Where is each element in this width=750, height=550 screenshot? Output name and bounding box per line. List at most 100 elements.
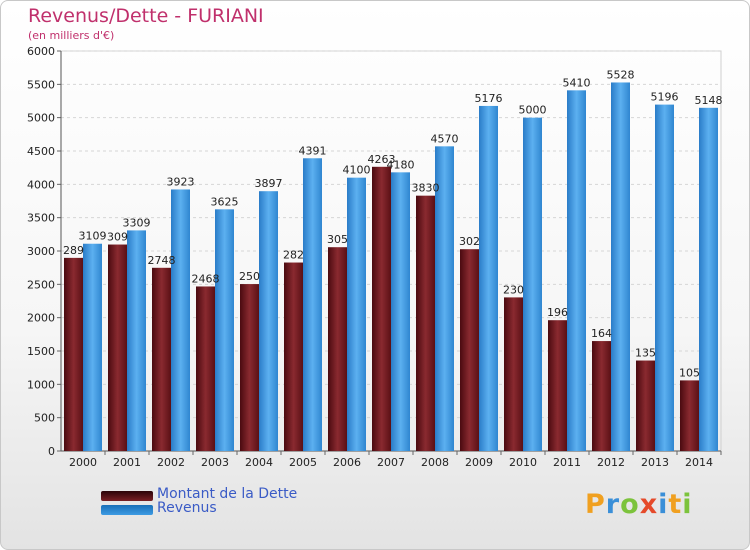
bar-dette <box>240 284 259 451</box>
x-tick-label: 2009 <box>465 456 493 469</box>
x-tick-label: 2006 <box>333 456 361 469</box>
x-tick-label: 2007 <box>377 456 405 469</box>
y-tick-label: 4000 <box>27 178 55 191</box>
proxiti-logo: Proxiti <box>585 489 693 520</box>
x-tick-label: 2004 <box>245 456 273 469</box>
x-tick-label: 2012 <box>597 456 625 469</box>
data-label-revenus: 5176 <box>475 92 503 105</box>
bar-revenus <box>567 90 586 451</box>
data-label-revenus: 3625 <box>211 195 239 208</box>
logo-letter: i <box>658 489 669 520</box>
x-tick-label: 2008 <box>421 456 449 469</box>
x-tick-label: 2011 <box>553 456 581 469</box>
bar-revenus <box>171 189 190 451</box>
data-label-revenus: 5410 <box>563 76 591 89</box>
bar-dette <box>372 166 391 452</box>
data-label-revenus: 3309 <box>123 216 151 229</box>
logo-letter: i <box>682 489 693 520</box>
data-label-dette: 2748 <box>148 254 176 267</box>
data-label-revenus: 5528 <box>607 68 635 81</box>
bar-revenus <box>391 172 410 452</box>
bar-dette <box>416 195 435 451</box>
data-label-dette: 196 <box>547 306 568 319</box>
data-label-revenus: 4391 <box>299 144 327 157</box>
data-label-dette: 230 <box>503 283 524 296</box>
legend-swatch-revenus <box>101 505 153 515</box>
bar-dette <box>108 244 127 451</box>
bar-dette <box>152 267 171 451</box>
data-label-dette: 2468 <box>192 272 220 285</box>
data-label-dette: 302 <box>459 235 480 248</box>
data-label-revenus: 4100 <box>343 164 371 177</box>
data-label-dette: 135 <box>635 347 656 360</box>
bar-dette <box>636 360 655 451</box>
y-tick-label: 2000 <box>27 312 55 325</box>
x-tick-label: 2002 <box>157 456 185 469</box>
y-tick-label: 0 <box>48 445 55 458</box>
y-tick-label: 6000 <box>27 45 55 58</box>
legend-label-revenus: Revenus <box>157 500 217 516</box>
bar-revenus <box>611 82 630 451</box>
bar-dette <box>196 286 215 451</box>
chart-subtitle: (en milliers d'€) <box>28 29 115 42</box>
y-tick-label: 3500 <box>27 212 55 225</box>
data-label-dette: 289 <box>63 244 84 257</box>
x-tick-label: 2014 <box>685 456 713 469</box>
y-tick-label: 1500 <box>27 345 55 358</box>
y-tick-label: 2500 <box>27 278 55 291</box>
data-label-dette: 164 <box>591 327 612 340</box>
bar-dette <box>284 262 303 451</box>
data-label-dette: 305 <box>327 233 348 246</box>
legend-label-dette: Montant de la Dette <box>157 486 298 502</box>
x-tick-label: 2003 <box>201 456 229 469</box>
y-tick-label: 5000 <box>27 112 55 125</box>
data-label-dette: 3830 <box>412 182 440 195</box>
bar-revenus <box>215 209 234 451</box>
y-tick-label: 3000 <box>27 245 55 258</box>
data-label-revenus: 3897 <box>255 177 283 190</box>
logo-letter: x <box>639 489 659 520</box>
bar-dette <box>548 320 567 451</box>
logo-letter: r <box>605 489 621 520</box>
bar-revenus <box>127 230 146 451</box>
data-label-revenus: 4180 <box>387 158 415 171</box>
data-label-revenus: 3923 <box>167 175 195 188</box>
bar-dette <box>680 380 699 451</box>
y-tick-label: 500 <box>34 412 55 425</box>
bar-dette <box>64 257 83 451</box>
y-tick-label: 4500 <box>27 145 55 158</box>
bar-dette <box>504 297 523 451</box>
bar-dette <box>592 341 611 451</box>
bar-dette <box>328 247 347 451</box>
logo-letter: o <box>620 489 640 520</box>
bar-revenus <box>347 177 366 451</box>
x-tick-label: 2013 <box>641 456 669 469</box>
bar-revenus <box>655 104 674 451</box>
logo-letter: t <box>668 489 683 520</box>
x-tick-label: 2010 <box>509 456 537 469</box>
chart-title: Revenus/Dette - FURIANI <box>28 5 264 27</box>
logo-letter: P <box>585 489 606 520</box>
data-label-dette: 250 <box>239 270 260 283</box>
data-label-revenus: 5196 <box>651 91 679 104</box>
x-tick-label: 2001 <box>113 456 141 469</box>
data-label-revenus: 3109 <box>79 230 107 243</box>
data-label-dette: 4263 <box>368 153 396 166</box>
y-tick-label: 1000 <box>27 378 55 391</box>
legend-swatch-dette <box>101 491 153 501</box>
bar-revenus <box>523 117 542 452</box>
x-tick-label: 2000 <box>69 456 97 469</box>
data-label-dette: 105 <box>679 366 700 379</box>
bar-revenus <box>435 146 454 452</box>
data-label-revenus: 5148 <box>695 94 723 107</box>
data-label-revenus: 4570 <box>431 132 459 145</box>
bar-revenus <box>83 243 102 451</box>
bar-dette <box>460 249 479 451</box>
x-tick-label: 2005 <box>289 456 317 469</box>
bar-revenus <box>699 107 718 452</box>
bar-revenus <box>303 158 322 451</box>
bar-revenus <box>479 105 498 451</box>
data-label-dette: 282 <box>283 249 304 262</box>
